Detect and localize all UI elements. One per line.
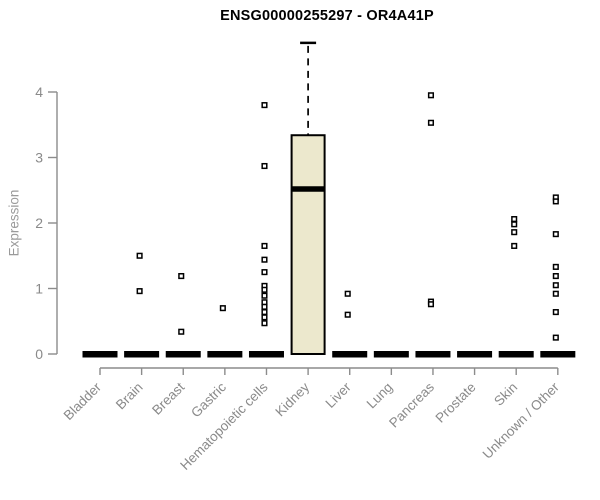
outlier-point	[511, 216, 518, 223]
collapsed-box	[332, 351, 368, 358]
collapsed-box	[498, 351, 534, 358]
outlier-point	[261, 286, 268, 293]
x-tick-label: Bladder	[61, 379, 105, 423]
outlier-point	[261, 242, 268, 249]
x-tick-label: Lung	[364, 380, 396, 412]
outlier-point	[552, 309, 559, 316]
outlier-point	[344, 311, 351, 318]
collapsed-box	[373, 351, 409, 358]
x-tick-label: Gastric	[188, 379, 229, 420]
collapsed-box	[415, 351, 451, 358]
x-tick-label: Pancreas	[386, 379, 437, 430]
x-tick-label: Liver	[323, 379, 355, 411]
outlier-point	[261, 292, 268, 299]
outlier-point	[178, 273, 185, 280]
collapsed-box	[457, 351, 493, 358]
collapsed-box	[165, 351, 201, 358]
outlier-point	[261, 102, 268, 109]
x-tick-label: Skin	[491, 380, 520, 409]
outlier-point	[552, 282, 559, 289]
outlier-point	[136, 252, 143, 259]
collapsed-box	[124, 351, 160, 358]
outlier-point	[511, 242, 518, 249]
x-tick-label: Prostate	[433, 380, 479, 426]
collapsed-box	[207, 351, 243, 358]
outlier-point	[261, 303, 268, 310]
outlier-point	[552, 263, 559, 270]
outlier-point	[511, 229, 518, 236]
outlier-point	[136, 288, 143, 295]
outlier-point	[344, 290, 351, 297]
y-tick-label: 4	[35, 84, 43, 100]
outlier-point	[552, 334, 559, 341]
outlier-point	[427, 119, 435, 126]
x-tick-label: Breast	[149, 379, 187, 417]
collapsed-box	[82, 351, 118, 358]
x-tick-label: Brain	[113, 380, 146, 413]
outlier-point	[178, 328, 185, 335]
x-tick-label: Unknown / Other	[480, 379, 563, 462]
outlier-point	[552, 231, 559, 238]
y-tick-label: 2	[35, 215, 43, 231]
collapsed-box	[248, 351, 284, 358]
collapsed-box	[540, 351, 576, 358]
outlier-point	[552, 273, 559, 280]
y-tick-label: 3	[35, 150, 43, 166]
outlier-point	[261, 309, 268, 316]
box-rect	[290, 134, 326, 355]
outlier-point	[552, 198, 559, 205]
y-tick-label: 0	[35, 346, 43, 362]
outlier-point	[552, 290, 559, 297]
outlier-point	[261, 256, 268, 263]
x-tick-label: Kidney	[272, 379, 312, 419]
y-tick-label: 1	[35, 281, 43, 297]
outlier-point	[427, 92, 435, 99]
outlier-point	[261, 320, 268, 327]
outlier-point	[261, 162, 268, 170]
chart-title: ENSG00000255297 - OR4A41P	[220, 8, 434, 24]
outlier-point	[511, 221, 518, 228]
outlier-point	[219, 305, 226, 312]
outlier-point	[261, 269, 268, 276]
outlier-point	[427, 301, 435, 308]
outlier-point	[261, 314, 268, 321]
